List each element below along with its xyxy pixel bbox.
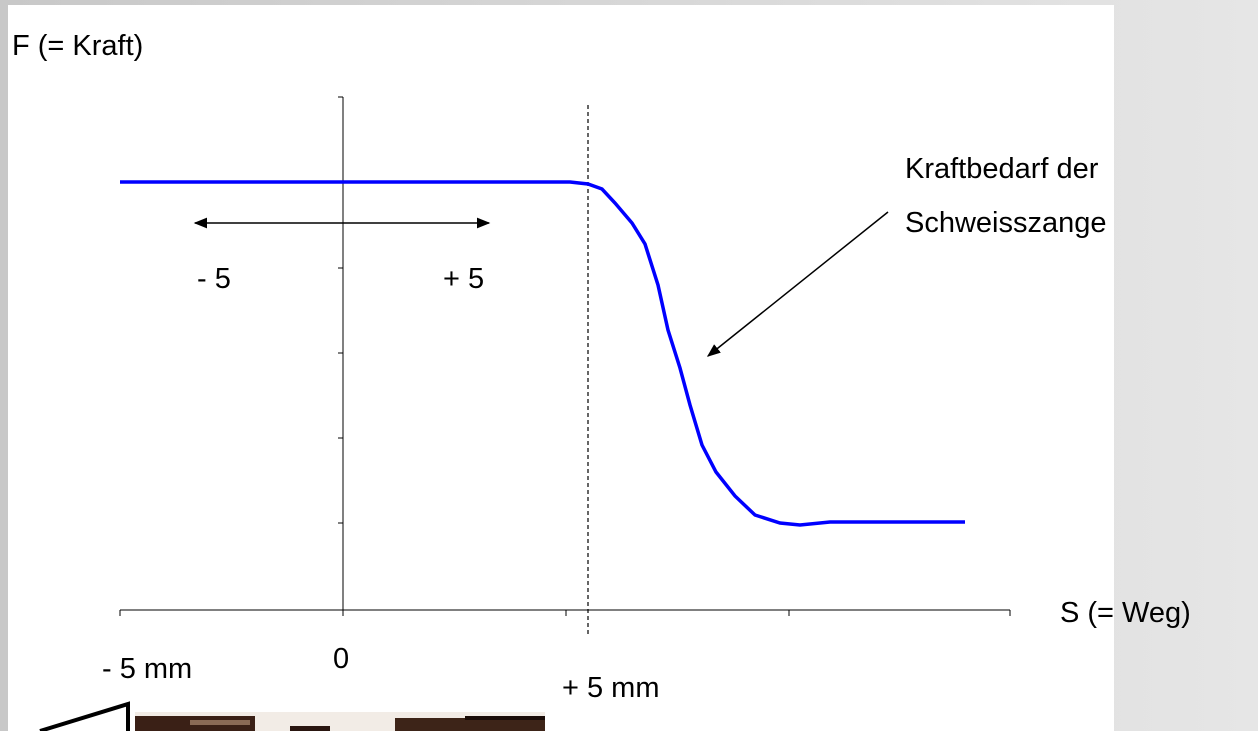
slide: F (= Kraft) S (= Weg) Kraftbedarf der Sc… (0, 0, 1258, 731)
y-axis-label: F (= Kraft) (12, 30, 143, 62)
range-label: - 5 (197, 263, 231, 295)
axis-label: 0 (333, 643, 349, 675)
x-axis-label: S (= Weg) (1060, 597, 1191, 629)
range-label: + 5 (443, 263, 484, 295)
annotation: Kraftbedarf der (905, 153, 1099, 185)
annotation: Schweisszange (905, 207, 1107, 239)
axis-label: - 5 mm (102, 653, 192, 685)
panel (8, 5, 1114, 731)
axis-label: + 5 mm (562, 672, 660, 704)
